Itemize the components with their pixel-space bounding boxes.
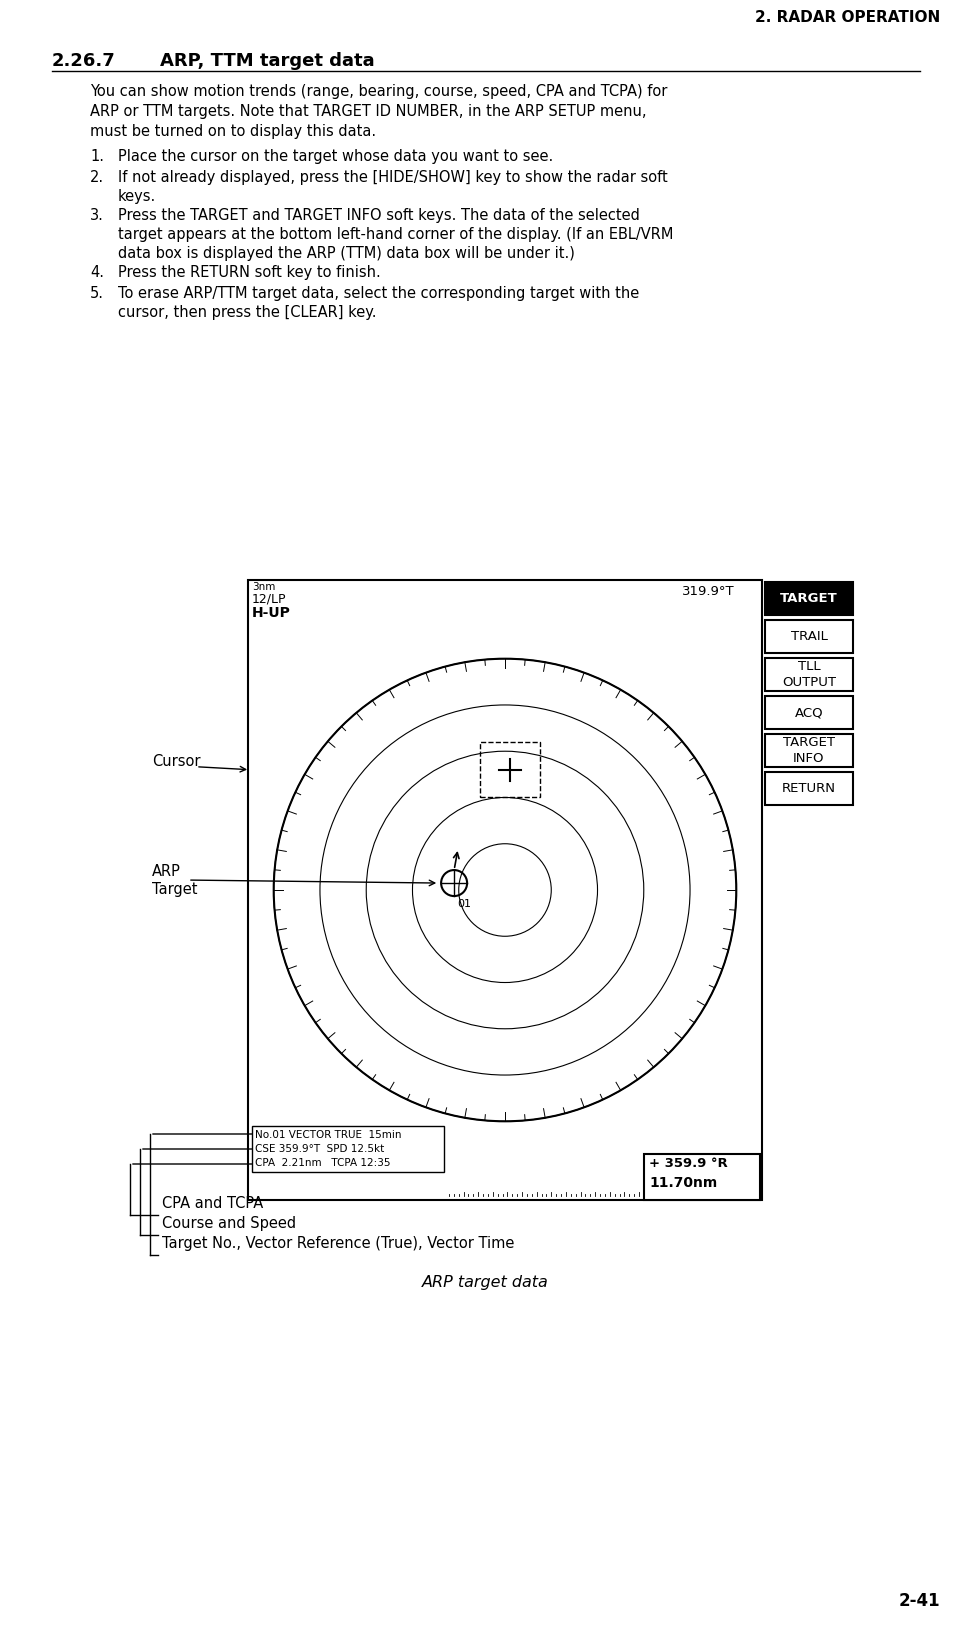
Bar: [644, 1154, 760, 1200]
Text: RETURN: RETURN: [782, 782, 836, 795]
Text: Place the cursor on the target whose data you want to see.: Place the cursor on the target whose dat…: [118, 149, 553, 163]
Text: keys.: keys.: [118, 189, 156, 204]
Text: 11.70nm: 11.70nm: [649, 1177, 718, 1190]
Bar: [765, 620, 853, 653]
Bar: [765, 695, 853, 730]
Text: target appears at the bottom left-hand corner of the display. (If an EBL/VRM: target appears at the bottom left-hand c…: [118, 227, 673, 242]
Text: 12/LP: 12/LP: [252, 592, 286, 605]
Text: 4.: 4.: [90, 264, 104, 281]
Text: CPA  2.21nm   TCPA 12:35: CPA 2.21nm TCPA 12:35: [255, 1159, 390, 1169]
Bar: [252, 1126, 444, 1172]
Bar: [248, 579, 762, 1200]
Text: You can show motion trends (range, bearing, course, speed, CPA and TCPA) for: You can show motion trends (range, beari…: [90, 83, 667, 100]
Text: If not already displayed, press the [HIDE/SHOW] key to show the radar soft: If not already displayed, press the [HID…: [118, 170, 668, 184]
Text: H-UP: H-UP: [252, 605, 291, 620]
Text: ARP, TTM target data: ARP, TTM target data: [160, 52, 375, 70]
Text: ARP: ARP: [152, 863, 181, 878]
Text: Press the TARGET and TARGET INFO soft keys. The data of the selected: Press the TARGET and TARGET INFO soft ke…: [118, 207, 640, 224]
Text: 2. RADAR OPERATION: 2. RADAR OPERATION: [754, 10, 940, 24]
Text: must be turned on to display this data.: must be turned on to display this data.: [90, 124, 376, 139]
Circle shape: [274, 659, 736, 1121]
Text: Course and Speed: Course and Speed: [162, 1216, 296, 1231]
Text: + 359.9 °R: + 359.9 °R: [649, 1157, 727, 1170]
Text: Target No., Vector Reference (True), Vector Time: Target No., Vector Reference (True), Vec…: [162, 1235, 515, 1252]
Text: ACQ: ACQ: [794, 707, 823, 720]
Text: cursor, then press the [CLEAR] key.: cursor, then press the [CLEAR] key.: [118, 305, 377, 320]
Text: ARP or TTM targets. Note that TARGET ID NUMBER, in the ARP SETUP menu,: ARP or TTM targets. Note that TARGET ID …: [90, 104, 647, 119]
Text: ARP target data: ARP target data: [422, 1275, 549, 1289]
Text: 2.26.7: 2.26.7: [52, 52, 116, 70]
Text: TARGET
INFO: TARGET INFO: [783, 736, 835, 764]
Text: No.01 VECTOR TRUE  15min: No.01 VECTOR TRUE 15min: [255, 1129, 401, 1141]
Text: 2-41: 2-41: [898, 1591, 940, 1611]
Text: Target: Target: [152, 881, 197, 896]
Text: Press the RETURN soft key to finish.: Press the RETURN soft key to finish.: [118, 264, 381, 281]
Text: To erase ARP/TTM target data, select the corresponding target with the: To erase ARP/TTM target data, select the…: [118, 286, 639, 300]
Bar: [765, 658, 853, 690]
Bar: [765, 583, 853, 615]
Text: 2.: 2.: [90, 170, 104, 184]
Bar: [765, 734, 853, 767]
Bar: [765, 772, 853, 805]
Text: 3.: 3.: [90, 207, 104, 224]
Text: 3nm: 3nm: [252, 583, 276, 592]
Text: 5.: 5.: [90, 286, 104, 300]
Text: 1.: 1.: [90, 149, 104, 163]
Text: 01: 01: [457, 899, 471, 909]
Text: TARGET: TARGET: [780, 592, 838, 605]
Text: Cursor: Cursor: [152, 754, 200, 769]
Text: TLL
OUTPUT: TLL OUTPUT: [782, 661, 836, 689]
Text: 319.9°T: 319.9°T: [682, 584, 735, 597]
Bar: [480, 743, 540, 796]
Text: CSE 359.9°T  SPD 12.5kt: CSE 359.9°T SPD 12.5kt: [255, 1144, 385, 1154]
Text: CPA and TCPA: CPA and TCPA: [162, 1196, 263, 1211]
Text: TRAIL: TRAIL: [790, 630, 827, 643]
Text: data box is displayed the ARP (TTM) data box will be under it.): data box is displayed the ARP (TTM) data…: [118, 246, 575, 261]
